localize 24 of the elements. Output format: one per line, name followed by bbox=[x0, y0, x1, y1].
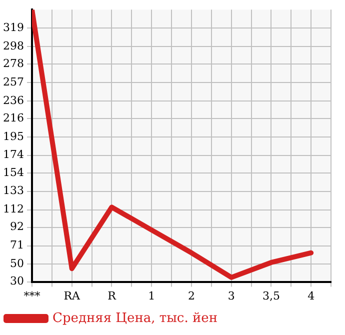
x-tick-label: 3 bbox=[228, 289, 235, 302]
y-tick-label: 257 bbox=[2, 75, 24, 88]
y-tick-label: 154 bbox=[2, 166, 24, 179]
y-tick-label: 133 bbox=[2, 184, 24, 198]
x-tick-label: RA bbox=[64, 289, 82, 302]
y-tick-label: 50 bbox=[10, 257, 24, 270]
y-tick-label: 112 bbox=[2, 202, 24, 216]
legend-label: Средняя Цена, тыс. йен bbox=[52, 310, 218, 326]
y-tick-label: 30 bbox=[10, 274, 24, 288]
y-tick-label: 195 bbox=[2, 130, 24, 143]
x-tick-label: 1 bbox=[148, 289, 156, 302]
x-tick-label: 4 bbox=[308, 289, 315, 302]
y-tick-label: 236 bbox=[2, 94, 24, 107]
x-tick-label: 2 bbox=[188, 289, 195, 302]
y-tick-label: 298 bbox=[2, 39, 24, 52]
y-tick-label: 174 bbox=[2, 148, 24, 162]
y-tick-label: 216 bbox=[2, 111, 24, 124]
y-tick-label: 92 bbox=[10, 220, 24, 234]
y-tick-label: 71 bbox=[10, 238, 24, 252]
x-tick-label: 3,5 bbox=[262, 289, 280, 302]
y-tick-label: 319 bbox=[2, 20, 24, 34]
x-tick-label: *** bbox=[24, 289, 41, 302]
x-tick-label: R bbox=[108, 289, 117, 302]
y-tick-label: 278 bbox=[2, 56, 24, 70]
